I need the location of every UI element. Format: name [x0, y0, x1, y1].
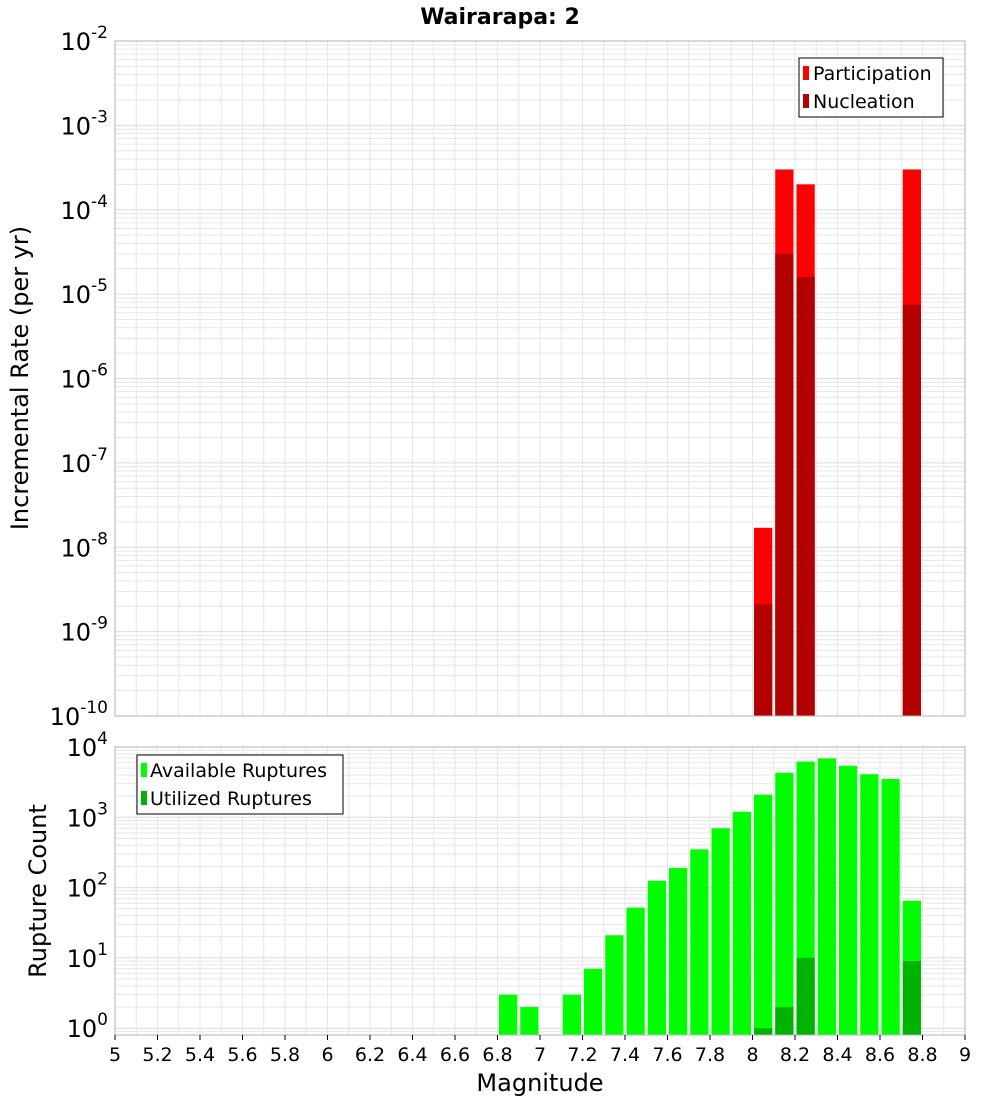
x-tick-label: 6.2: [355, 1044, 385, 1066]
rate-y-tick-label: 10-5: [61, 276, 109, 309]
count-bar-a: [584, 968, 603, 1035]
rate-y-tick-label: 10-9: [61, 614, 109, 647]
count-bar-a: [520, 1007, 539, 1035]
x-tick-label: 6.6: [440, 1044, 470, 1066]
count-bars: [499, 758, 921, 1035]
rate-bar-b: [775, 253, 794, 716]
rate-y-tick-label: 10-10: [50, 698, 108, 731]
legend-swatch-nucleation: [803, 94, 809, 108]
count-bar-a: [860, 774, 879, 1035]
legend-swatch-utilized: [141, 791, 147, 805]
count-bar-a: [562, 994, 581, 1035]
rate-y-tick-label: 10-8: [61, 529, 109, 562]
x-tick-label: 8.2: [780, 1044, 810, 1066]
count-bar-b: [902, 961, 921, 1035]
x-tick-label: 7.8: [695, 1044, 725, 1066]
count-bar-a: [647, 880, 666, 1035]
rate-y-tick-label: 10-3: [61, 107, 109, 140]
legend-label-participation: Participation: [813, 63, 932, 85]
x-tick-label: 6.8: [482, 1044, 512, 1066]
count-bar-a: [839, 765, 858, 1035]
count-bar-a: [711, 828, 730, 1035]
legend-swatch-available: [141, 763, 147, 777]
x-tick-label: 5.2: [142, 1044, 172, 1066]
count-bar-a: [732, 811, 751, 1035]
count-bar-a: [690, 849, 709, 1035]
x-tick-label: 9: [959, 1044, 971, 1066]
count-bar-a: [499, 994, 518, 1035]
count-bar-a: [605, 935, 624, 1035]
count-y-tick-label: 104: [67, 729, 108, 762]
legend-label-available: Available Ruptures: [150, 760, 327, 782]
legend-label-nucleation: Nucleation: [813, 91, 915, 113]
legend-swatch-participation: [803, 66, 809, 80]
x-tick-label: 8.8: [907, 1044, 937, 1066]
x-tick-labels: 5 5.2 5.4 5.6 5.8 6 6.2 6.4 6.6 6.8 7 7.2 7.4 7.6 7.8 8…: [109, 1035, 971, 1066]
count-panel: 100 101 102 103 104 5 5.2 5.4 5.6 5.8 6 6.2 6.4 6.6 6…: [24, 729, 971, 1097]
rate-y-tick-label: 10-4: [61, 192, 109, 225]
count-bar-b: [796, 957, 815, 1035]
rate-y-tick-label: 10-2: [61, 23, 109, 56]
count-bar-a: [881, 779, 900, 1035]
x-tick-label: 8.6: [865, 1044, 895, 1066]
x-tick-label: 5: [109, 1044, 121, 1066]
rate-y-tick-label: 10-7: [61, 445, 109, 478]
rate-bar-b: [902, 304, 921, 716]
rate-y-tick-label: 10-6: [61, 361, 109, 394]
rate-legend-box: [798, 57, 944, 118]
x-tick-label: 6: [321, 1044, 333, 1066]
rate-grid: [115, 40, 965, 717]
x-tick-label: 5.6: [227, 1044, 257, 1066]
x-tick-label: 5.8: [270, 1044, 300, 1066]
legend-label-utilized: Utilized Ruptures: [150, 788, 312, 810]
count-y-tick-label: 102: [67, 870, 108, 903]
count-y-tick-label: 101: [67, 940, 108, 973]
x-tick-label: 7.2: [567, 1044, 597, 1066]
x-tick-label: 5.4: [185, 1044, 215, 1066]
rate-panel: 10-10 10-9 10-8 10-7 10-6 10-5 10-4 10-3 10-2 In…: [6, 23, 966, 731]
count-y-tick-labels: 100 101 102 103 104: [67, 729, 108, 1043]
x-tick-label: 8.4: [822, 1044, 852, 1066]
x-tick-label: 7.4: [610, 1044, 640, 1066]
count-bar-b: [775, 1007, 794, 1035]
count-bar-a: [775, 772, 794, 1035]
rate-y-axis-label: Incremental Rate (per yr): [6, 226, 34, 530]
rate-bar-b: [796, 276, 815, 716]
rate-bars: [754, 169, 921, 717]
count-legend-box: [136, 754, 344, 815]
x-tick-label: 7: [534, 1044, 546, 1066]
rate-y-tick-labels: 10-10 10-9 10-8 10-7 10-6 10-5 10-4 10-3 10-2: [50, 23, 108, 731]
x-axis-label: Magnitude: [476, 1069, 603, 1097]
count-legend: Available Ruptures Utilized Ruptures: [136, 754, 344, 815]
rate-legend: Participation Nucleation: [798, 57, 944, 118]
count-bar-b: [754, 1028, 773, 1035]
count-y-tick-label: 100: [67, 1010, 108, 1043]
count-bar-a: [754, 794, 773, 1035]
count-bar-a: [669, 867, 688, 1035]
x-tick-label: 7.6: [652, 1044, 682, 1066]
count-y-axis-label: Rupture Count: [24, 804, 52, 978]
rate-plot-frame: [114, 40, 966, 717]
x-tick-label: 8: [746, 1044, 758, 1066]
count-bar-a: [817, 758, 836, 1035]
count-y-tick-label: 103: [67, 799, 108, 832]
count-bar-a: [626, 907, 645, 1035]
rate-bar-b: [754, 604, 773, 716]
x-tick-label: 6.4: [397, 1044, 427, 1066]
chart-title: Wairarapa: 2: [420, 5, 580, 30]
